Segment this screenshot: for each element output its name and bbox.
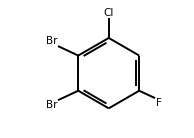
Text: Br: Br xyxy=(46,100,57,110)
Text: Cl: Cl xyxy=(104,8,114,18)
Text: Br: Br xyxy=(46,36,57,46)
Text: F: F xyxy=(156,98,161,108)
